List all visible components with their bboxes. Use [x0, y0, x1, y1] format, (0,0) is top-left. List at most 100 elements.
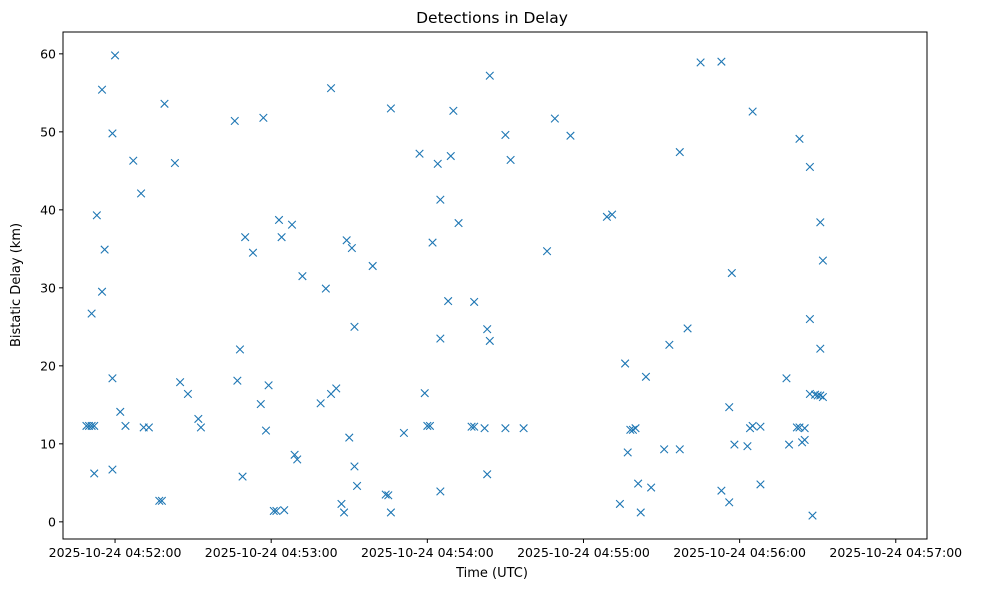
detection-marker	[326, 83, 336, 93]
x-axis-label: Time (UTC)	[455, 566, 528, 581]
detection-marker	[420, 388, 429, 398]
detection-marker	[233, 376, 242, 385]
detection-marker	[235, 345, 245, 354]
detection-marker	[293, 455, 302, 464]
detection-marker	[483, 324, 492, 334]
detection-marker	[287, 220, 297, 229]
detection-marker	[136, 189, 146, 198]
detection-marker	[602, 212, 612, 222]
detection-marker	[607, 210, 617, 219]
x-tick-label: 2025-10-24 04:56:00	[673, 545, 806, 560]
detection-marker	[675, 445, 684, 454]
detection-marker	[97, 287, 107, 296]
detection-marker	[261, 426, 271, 435]
detection-marker	[240, 232, 250, 242]
detection-marker	[628, 425, 638, 434]
detection-marker	[345, 433, 354, 442]
detection-marker	[264, 381, 273, 390]
x-tick-label: 2025-10-24 04:53:00	[205, 545, 338, 560]
detection-marker	[717, 486, 726, 495]
detection-marker	[483, 470, 492, 479]
detection-marker	[792, 423, 802, 432]
detection-marker	[782, 374, 791, 383]
detection-marker	[436, 334, 445, 343]
detection-marker	[469, 297, 479, 307]
detection-marker	[347, 243, 357, 253]
detection-marker	[332, 384, 341, 393]
detection-marker	[415, 149, 424, 158]
detection-marker	[550, 114, 560, 123]
detection-marker	[381, 490, 390, 499]
x-tick-label: 2025-10-24 04:54:00	[361, 545, 494, 560]
detection-marker	[443, 296, 453, 306]
detection-marker	[230, 116, 239, 126]
detection-marker	[87, 309, 96, 318]
detection-marker	[805, 162, 815, 172]
detection-marker	[730, 440, 739, 449]
detection-marker	[485, 336, 494, 346]
detection-marker	[748, 107, 757, 116]
detection-marker	[566, 131, 575, 140]
detection-marker	[274, 215, 284, 225]
detection-marker	[725, 402, 734, 412]
detection-marker	[238, 472, 247, 481]
detection-marker	[339, 508, 349, 517]
detection-marker	[183, 389, 193, 399]
detection-marker	[813, 391, 822, 400]
detection-marker	[290, 450, 299, 459]
detection-marker	[248, 248, 258, 257]
detection-marker	[816, 391, 825, 400]
detection-marker	[501, 424, 510, 433]
x-tick-label: 2025-10-24 04:55:00	[517, 545, 650, 560]
detection-marker	[433, 159, 442, 169]
detection-marker	[446, 151, 455, 161]
y-tick-label: 50	[40, 124, 56, 139]
detection-marker	[467, 422, 476, 431]
detection-marker	[90, 469, 99, 478]
detection-marker	[623, 448, 632, 457]
detection-marker	[337, 499, 346, 509]
detection-marker	[756, 480, 765, 489]
detection-marker	[631, 424, 640, 433]
y-tick-label: 40	[40, 202, 56, 217]
detection-marker	[480, 424, 489, 433]
detection-marker	[469, 422, 479, 431]
detection-marker	[256, 399, 265, 409]
y-tick-label: 60	[40, 46, 56, 61]
detection-marker	[808, 511, 817, 520]
detection-marker	[155, 496, 164, 505]
detection-marker	[659, 445, 669, 454]
detection-marker	[87, 421, 96, 431]
detection-marker	[196, 423, 206, 432]
detection-marker	[449, 106, 458, 115]
detection-marker	[665, 340, 674, 349]
detection-marker	[633, 479, 643, 488]
points-layer	[82, 51, 828, 520]
plot-area-frame	[62, 31, 928, 540]
detection-marker	[342, 236, 351, 245]
detection-marker	[170, 158, 180, 168]
chart-title: Detections in Delay	[416, 9, 568, 27]
detection-marker	[352, 481, 362, 491]
detection-marker	[129, 156, 138, 165]
detection-marker	[108, 465, 117, 474]
detection-marker	[743, 441, 752, 451]
detection-marker	[675, 147, 684, 157]
detection-marker	[423, 421, 432, 431]
detection-marker	[110, 51, 120, 60]
detection-marker	[636, 508, 645, 517]
detection-marker	[350, 322, 359, 332]
detection-marker	[506, 155, 515, 165]
detection-marker	[727, 268, 737, 278]
detection-marker	[160, 99, 169, 108]
detection-marker	[454, 218, 463, 228]
detection-marker	[805, 314, 815, 324]
detection-marker	[501, 130, 510, 140]
detection-marker	[157, 496, 167, 505]
y-tick-label: 30	[40, 280, 56, 295]
detection-marker	[485, 71, 494, 80]
detection-marker	[436, 195, 445, 204]
detection-marker	[121, 421, 130, 431]
detection-marker	[519, 424, 528, 433]
